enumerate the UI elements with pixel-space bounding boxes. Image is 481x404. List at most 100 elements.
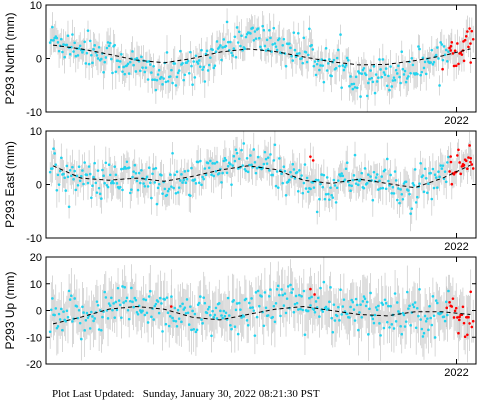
data-point xyxy=(275,288,279,291)
recent-point xyxy=(461,305,465,309)
data-point xyxy=(130,286,133,290)
data-point xyxy=(170,295,173,298)
data-point xyxy=(263,44,267,48)
data-point xyxy=(372,321,376,325)
recent-point xyxy=(462,164,465,168)
data-point xyxy=(319,182,322,186)
data-point xyxy=(225,20,229,24)
data-point xyxy=(265,38,269,42)
data-point xyxy=(298,52,301,55)
data-point xyxy=(143,70,147,74)
data-point xyxy=(395,301,399,304)
data-point xyxy=(204,52,208,56)
data-point xyxy=(49,308,53,312)
data-point xyxy=(441,164,445,167)
data-point xyxy=(367,333,370,336)
data-point xyxy=(140,168,143,172)
data-point xyxy=(179,179,182,182)
recent-point xyxy=(457,62,460,66)
data-point xyxy=(206,307,210,311)
model-curve xyxy=(52,44,471,66)
data-point xyxy=(330,316,333,320)
data-point xyxy=(374,176,378,179)
data-point xyxy=(108,304,112,307)
data-point xyxy=(340,313,343,316)
data-point xyxy=(114,173,118,177)
data-point xyxy=(170,68,173,72)
data-point xyxy=(229,40,232,44)
data-point xyxy=(298,293,301,297)
data-point xyxy=(394,320,398,323)
data-point xyxy=(212,66,216,70)
data-point xyxy=(236,41,240,44)
data-point xyxy=(393,170,397,173)
data-point xyxy=(142,182,145,185)
chart-panel-2: -10 0 10 2022 P293 East (mm) xyxy=(3,126,477,253)
data-point xyxy=(372,65,376,68)
data-point xyxy=(337,305,340,309)
data-point xyxy=(116,286,120,290)
data-point xyxy=(341,305,345,308)
data-point xyxy=(163,187,167,191)
data-point xyxy=(142,298,145,301)
data-point xyxy=(103,181,106,185)
data-point xyxy=(220,181,223,184)
data-point xyxy=(278,157,281,160)
data-point xyxy=(137,171,141,175)
data-point xyxy=(329,286,332,289)
data-point xyxy=(300,294,303,298)
data-point xyxy=(359,303,362,306)
data-point xyxy=(106,317,110,320)
data-point xyxy=(131,50,134,53)
data-point xyxy=(100,197,103,200)
data-point xyxy=(203,301,207,305)
data-point xyxy=(418,182,421,185)
data-point xyxy=(359,95,362,98)
data-point xyxy=(403,325,407,328)
data-point xyxy=(96,57,100,60)
data-point xyxy=(154,166,158,170)
data-point xyxy=(292,31,296,34)
data-point xyxy=(112,181,115,185)
data-point xyxy=(404,180,408,184)
recent-point xyxy=(459,172,462,176)
data-point xyxy=(111,71,114,75)
data-point xyxy=(443,319,447,323)
data-point xyxy=(306,190,310,194)
data-point xyxy=(377,76,380,79)
data-point xyxy=(333,184,337,187)
data-point xyxy=(181,181,184,184)
data-point xyxy=(110,57,113,61)
data-point xyxy=(146,185,150,188)
data-point xyxy=(385,84,389,88)
data-point xyxy=(347,58,350,62)
chart-panel-3: -20 -10 0 10 20 2022 P293 Up (mm) xyxy=(3,252,477,379)
data-point xyxy=(66,34,70,37)
recent-point xyxy=(453,49,457,53)
data-point xyxy=(101,315,104,319)
data-point xyxy=(306,53,310,57)
data-point xyxy=(169,173,172,176)
data-point xyxy=(82,311,85,314)
data-point xyxy=(426,191,429,195)
data-point xyxy=(412,305,416,309)
data-point xyxy=(434,53,438,57)
data-point xyxy=(48,330,52,334)
data-point xyxy=(171,151,174,155)
data-point xyxy=(331,196,335,199)
data-point xyxy=(116,59,120,63)
x-tick-label: 2022 xyxy=(444,367,468,379)
data-point xyxy=(207,166,211,170)
data-point xyxy=(334,201,338,204)
data-point xyxy=(232,154,236,158)
data-point xyxy=(177,69,181,72)
data-point xyxy=(80,337,83,341)
data-point xyxy=(251,306,254,309)
data-point xyxy=(95,300,99,303)
data-point xyxy=(117,299,121,302)
data-point xyxy=(239,44,242,48)
recent-point xyxy=(445,306,449,310)
data-point xyxy=(431,63,435,66)
data-point xyxy=(167,324,171,328)
data-point xyxy=(309,304,312,307)
